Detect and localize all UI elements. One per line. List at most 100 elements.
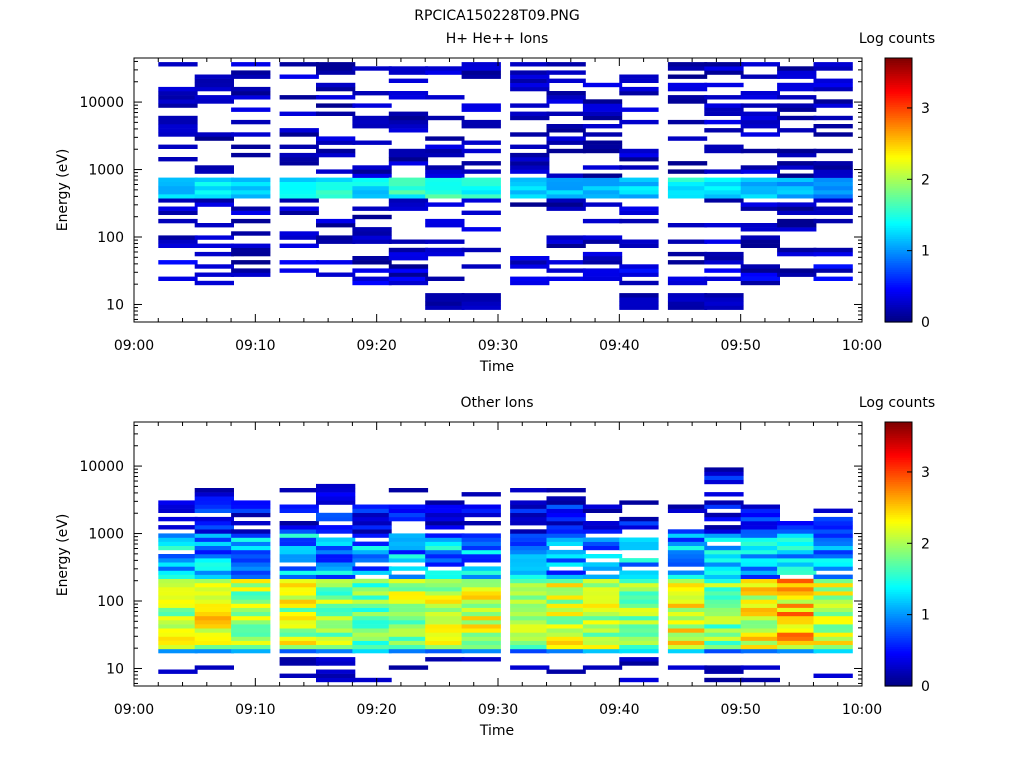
heatmap-cell [546,268,586,273]
colorbar-segment [885,251,912,255]
heatmap-cell [510,541,550,546]
heatmap-cell [425,644,465,650]
heatmap-cell [619,210,659,215]
heatmap-cell [582,190,623,195]
heatmap-cell [546,574,586,579]
colorbar-segment [885,510,912,513]
heatmap-cell [194,194,234,199]
heatmap-cell [194,243,234,248]
heatmap-cell [777,185,817,191]
colorbar-segment [885,459,912,463]
heatmap-cell [352,227,392,232]
heatmap-cell [546,128,586,133]
heatmap-cell [813,124,853,129]
heatmap-cell [704,549,744,555]
heatmap-cell [316,223,356,228]
heatmap-cell [704,554,744,559]
heatmap-cell [777,82,817,88]
y-tick-label: 1000 [88,527,124,543]
heatmap-cell [813,545,853,551]
heatmap-cell [316,95,356,100]
heatmap-cell [461,185,501,191]
heatmap-cell [704,587,744,592]
heatmap-cell [510,595,550,600]
colorbar-label: Log counts [859,395,935,411]
heatmap-cell [546,562,586,567]
heatmap-cell [231,177,271,182]
heatmap-cell [667,529,708,534]
heatmap-cell [510,533,550,538]
heatmap-cell [388,128,429,133]
heatmap-cell [813,161,853,166]
heatmap-cell [194,202,234,207]
heatmap-cell [352,181,392,187]
heatmap-cell [352,173,392,178]
heatmap-cell [777,595,817,600]
heatmap-cell [546,599,586,604]
heatmap-cell [704,107,744,112]
heatmap-cell [667,239,708,244]
heatmap-cell [279,231,319,236]
heatmap-cell [510,516,550,522]
heatmap-cell [740,640,780,645]
heatmap-cell [461,190,501,195]
heatmap-cell [461,305,501,310]
heatmap-cell [813,82,853,88]
heatmap-cell [388,554,429,559]
heatmap-cell [352,541,392,546]
heatmap-cell [279,607,319,612]
x-tick-label: 09:00 [114,702,154,718]
heatmap-cell [461,504,501,509]
heatmap-cell [461,148,501,154]
heatmap-cell [352,648,392,654]
heatmap-cell [582,173,623,178]
heatmap-cell [316,632,356,637]
heatmap-cell [667,562,708,567]
heatmap-cell [158,260,198,265]
heatmap-cell [158,591,198,596]
heatmap-cell [158,595,198,600]
heatmap-cell [352,578,392,584]
heatmap-cell [279,657,319,662]
heatmap-cell [813,103,853,108]
heatmap-cell [158,582,198,588]
heatmap-cell [813,525,853,530]
heatmap-cell [740,508,780,513]
heatmap-cell [704,95,744,100]
heatmap-cell [194,488,234,493]
heatmap-cell [388,152,429,158]
heatmap-cell [704,297,744,302]
heatmap-cell [316,677,356,683]
heatmap-cell [461,70,501,75]
colorbar-segment [885,172,912,176]
heatmap-cell [619,640,659,645]
heatmap-cell [194,566,234,571]
colorbar-segment [885,521,912,524]
heatmap-cell [582,587,623,592]
colorbar-segment [885,64,912,68]
heatmap-cell [813,86,853,92]
heatmap-cell [231,545,271,551]
heatmap-cell [194,181,234,187]
colorbar-segment [885,163,912,167]
heatmap-cell [740,194,780,199]
heatmap-cell [813,607,853,612]
heatmap-cell [777,218,817,224]
heatmap-cell [740,533,780,538]
heatmap-cell [279,611,319,617]
heatmap-cell [158,124,198,129]
heatmap-cell [461,644,501,650]
heatmap-cell [546,488,586,493]
heatmap-cell [194,665,234,670]
heatmap-cell [388,582,429,588]
heatmap-cell [279,111,319,116]
heatmap-cell [777,181,817,187]
heatmap-cell [510,574,550,579]
heatmap-cell [704,251,744,257]
heatmap-cell [619,165,659,170]
heatmap-cell [740,521,780,526]
heatmap-cell [279,595,319,600]
heatmap-cell [667,587,708,592]
heatmap-cell [231,268,271,273]
heatmap-cell [388,66,429,71]
